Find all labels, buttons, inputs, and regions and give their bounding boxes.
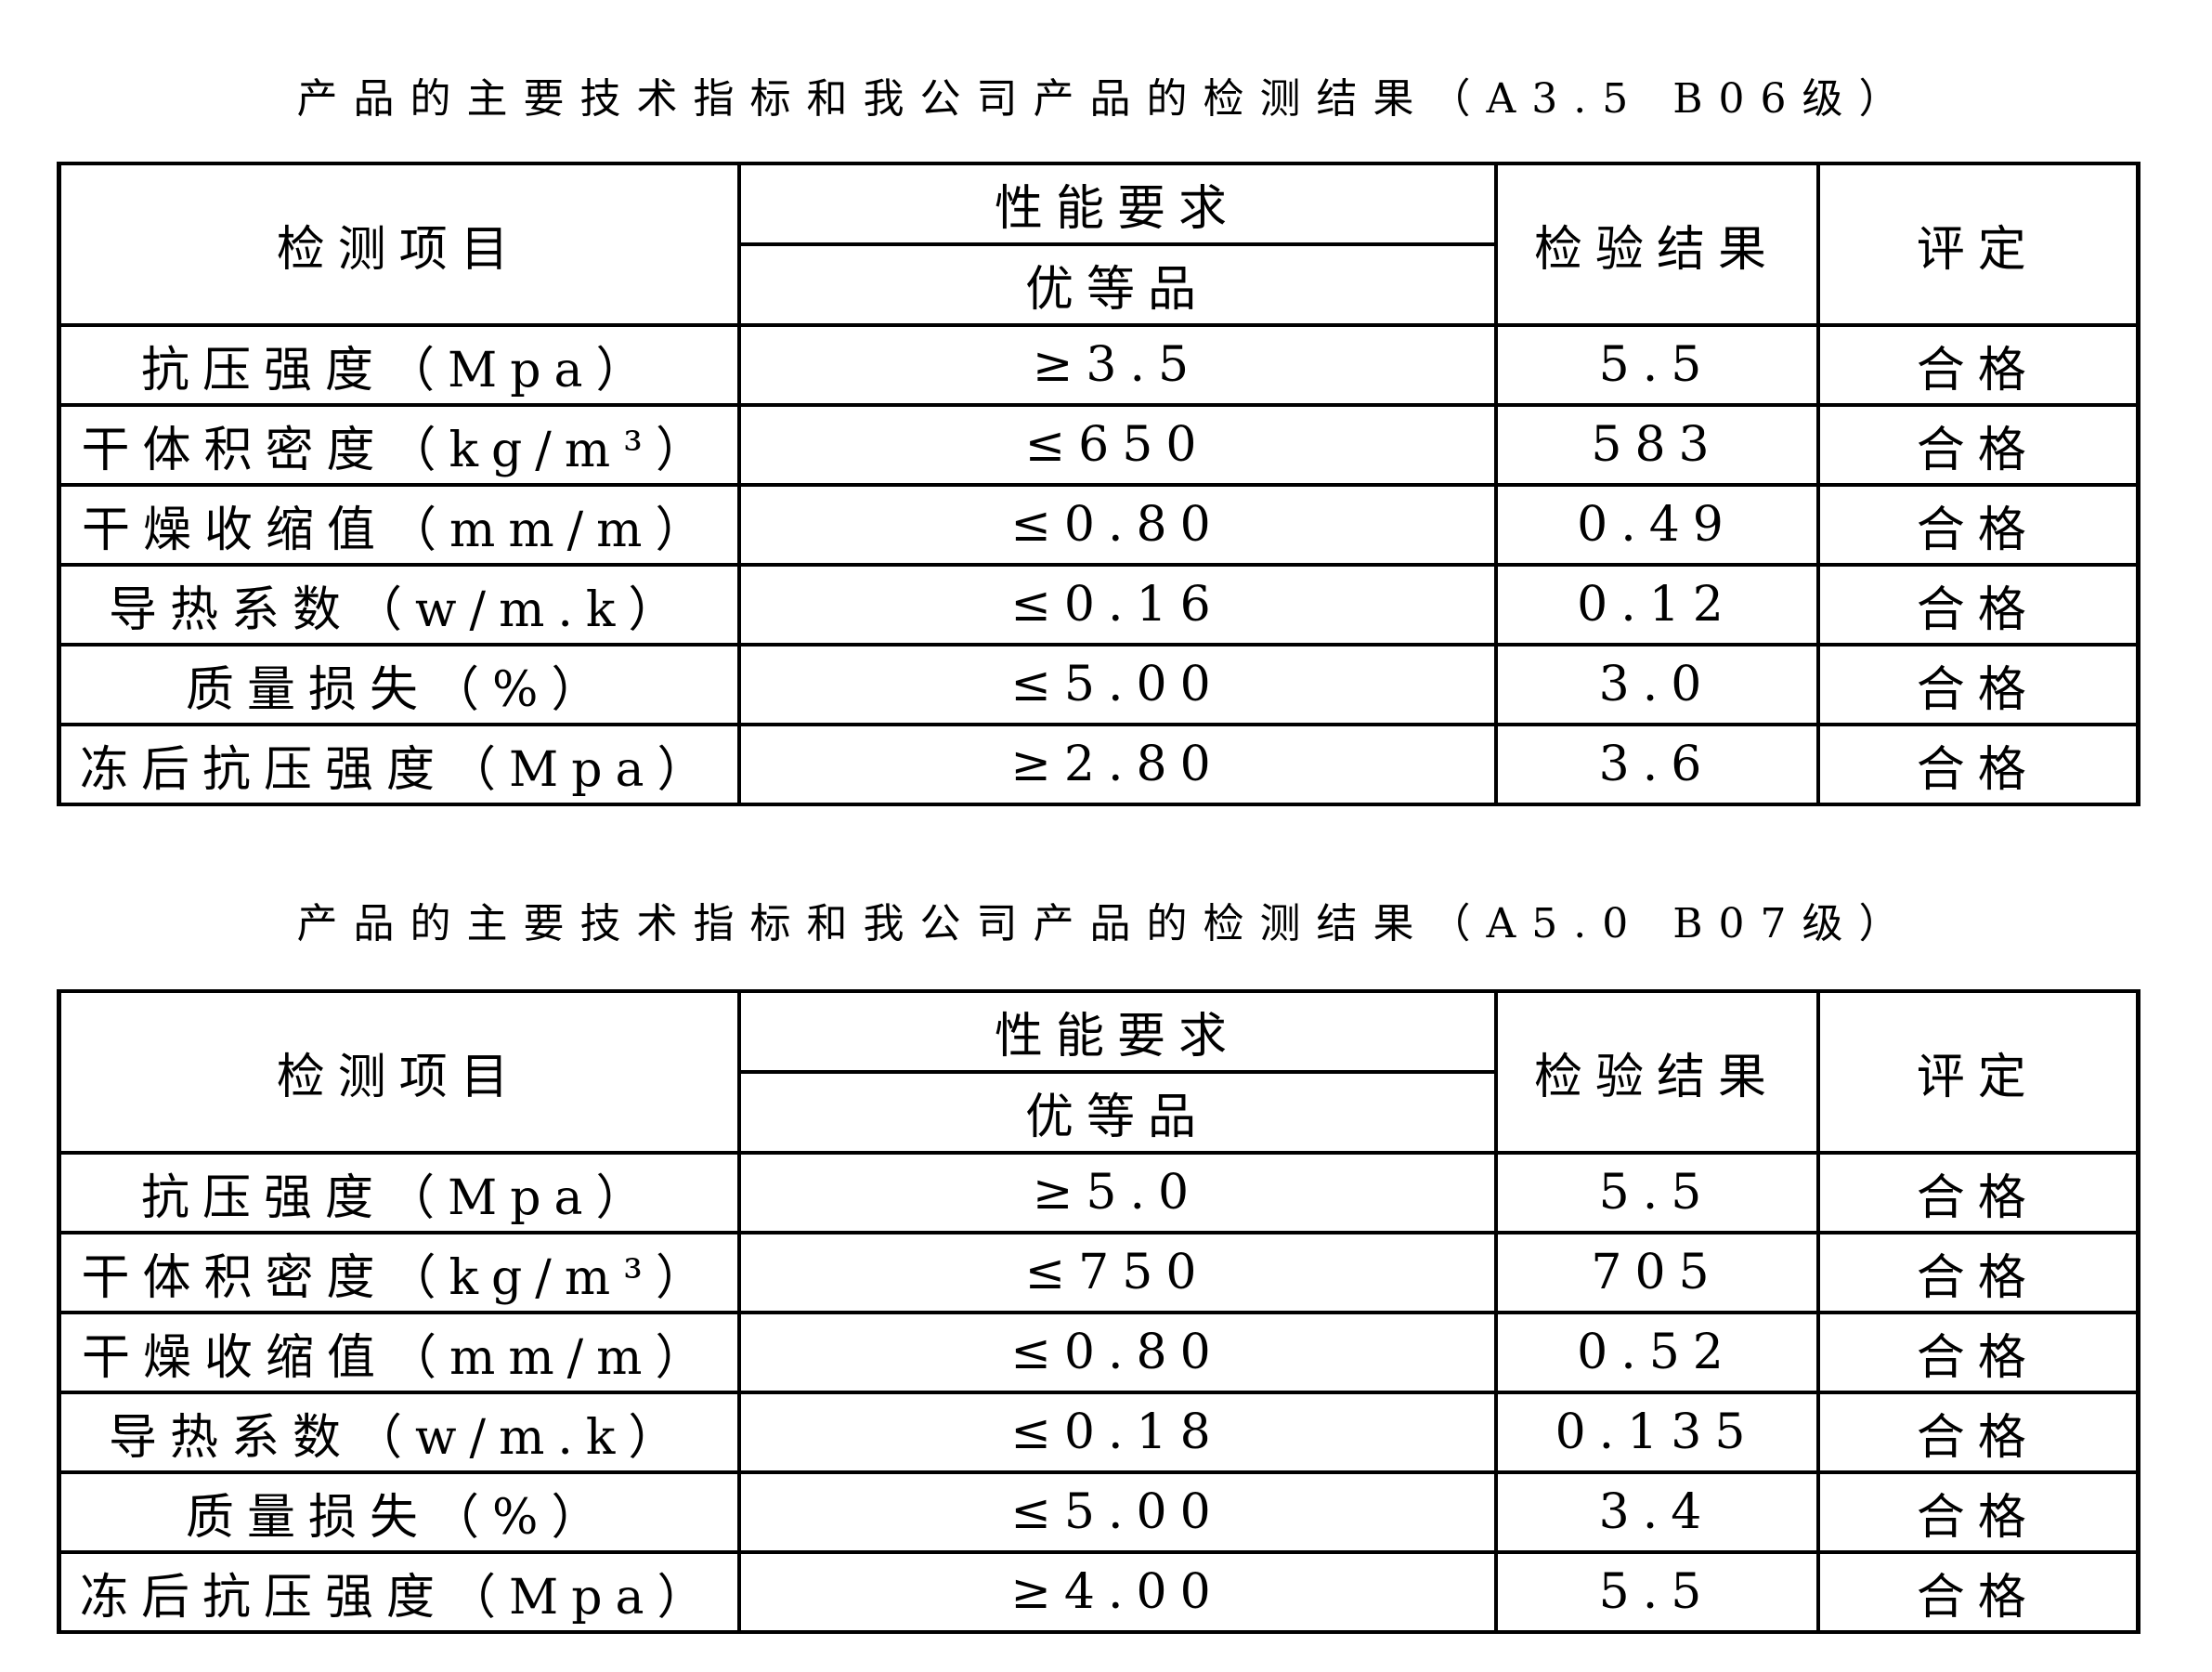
header-requirement: 性能要求 xyxy=(736,989,1498,1074)
cell-requirement: ≤0.80 xyxy=(736,1311,1498,1394)
cell-evaluation: 合格 xyxy=(1815,723,2140,806)
cell-item: 质量损失（%） xyxy=(57,643,741,726)
table-title: 产品的主要技术指标和我公司产品的检测结果（A3.5 B06级） xyxy=(296,75,1916,123)
table-title: 产品的主要技术指标和我公司产品的检测结果（A5.0 B07级） xyxy=(296,900,1916,947)
cell-item: 抗压强度（Mpa） xyxy=(57,1151,741,1234)
cell-requirement: ≤750 xyxy=(736,1231,1498,1314)
cell-item: 质量损失（%） xyxy=(57,1470,741,1554)
cell-result: 3.6 xyxy=(1493,723,1820,806)
cell-item: 抗压强度（Mpa） xyxy=(57,323,741,407)
cell-result: 3.4 xyxy=(1493,1470,1820,1554)
test-results-table: 检测项目 性能要求 检验结果 评定 优等品 抗压强度（Mpa） ≥5.0 5.5 合格 干体积密度… xyxy=(57,989,2140,1634)
cell-item: 干燥收缩值（mm/m） xyxy=(57,483,741,567)
header-item: 检测项目 xyxy=(57,989,741,1155)
cell-item: 干体积密度（kg/m³） xyxy=(57,403,741,487)
cell-requirement: ≤650 xyxy=(736,403,1498,487)
table-row: 冻后抗压强度（Mpa） ≥2.80 3.6 合格 xyxy=(57,723,2140,806)
cell-requirement: ≥5.0 xyxy=(736,1151,1498,1234)
cell-result: 5.5 xyxy=(1493,1550,1820,1634)
cell-item: 冻后抗压强度（Mpa） xyxy=(57,723,741,806)
header-evaluation: 评定 xyxy=(1815,989,2140,1155)
cell-evaluation: 合格 xyxy=(1815,1311,2140,1394)
cell-item: 导热系数（w/m.k） xyxy=(57,563,741,647)
cell-item: 冻后抗压强度（Mpa） xyxy=(57,1550,741,1634)
cell-requirement: ≤0.80 xyxy=(736,483,1498,567)
table-row: 干体积密度（kg/m³） ≤650 583 合格 xyxy=(57,403,2140,487)
cell-evaluation: 合格 xyxy=(1815,403,2140,487)
table-row: 抗压强度（Mpa） ≥5.0 5.5 合格 xyxy=(57,1151,2140,1234)
cell-result: 3.0 xyxy=(1493,643,1820,726)
cell-item: 导热系数（w/m.k） xyxy=(57,1391,741,1474)
header-item: 检测项目 xyxy=(57,162,741,327)
cell-evaluation: 合格 xyxy=(1815,1550,2140,1634)
cell-result: 5.5 xyxy=(1493,1151,1820,1234)
table-row: 干燥收缩值（mm/m） ≤0.80 0.52 合格 xyxy=(57,1311,2140,1394)
cell-requirement: ≤0.16 xyxy=(736,563,1498,647)
cell-result: 0.12 xyxy=(1493,563,1820,647)
header-evaluation: 评定 xyxy=(1815,162,2140,327)
table-row: 导热系数（w/m.k） ≤0.16 0.12 合格 xyxy=(57,563,2140,647)
test-results-table: 检测项目 性能要求 检验结果 评定 优等品 抗压强度（Mpa） ≥3.5 5.5 合格 干体积密度… xyxy=(57,162,2140,806)
header-grade: 优等品 xyxy=(736,242,1498,327)
cell-requirement: ≥3.5 xyxy=(736,323,1498,407)
table-row: 冻后抗压强度（Mpa） ≥4.00 5.5 合格 xyxy=(57,1550,2140,1634)
cell-evaluation: 合格 xyxy=(1815,1470,2140,1554)
table-row: 导热系数（w/m.k） ≤0.18 0.135 合格 xyxy=(57,1391,2140,1474)
table-row: 干体积密度（kg/m³） ≤750 705 合格 xyxy=(57,1231,2140,1314)
cell-item: 干燥收缩值（mm/m） xyxy=(57,1311,741,1394)
header-row: 检测项目 性能要求 检验结果 评定 xyxy=(57,162,2140,327)
cell-result: 583 xyxy=(1493,403,1820,487)
cell-requirement: ≤0.18 xyxy=(736,1391,1498,1474)
table-row: 抗压强度（Mpa） ≥3.5 5.5 合格 xyxy=(57,323,2140,407)
header-result: 检验结果 xyxy=(1493,989,1820,1155)
header-subrow: 优等品 xyxy=(59,242,2139,327)
header-row: 检测项目 性能要求 检验结果 评定 xyxy=(57,989,2140,1155)
cell-result: 0.135 xyxy=(1493,1391,1820,1474)
cell-evaluation: 合格 xyxy=(1815,483,2140,567)
cell-result: 5.5 xyxy=(1493,323,1820,407)
header-requirement: 性能要求 xyxy=(736,162,1498,246)
header-subrow: 优等品 xyxy=(59,1070,2139,1155)
cell-evaluation: 合格 xyxy=(1815,323,2140,407)
cell-requirement: ≤5.00 xyxy=(736,1470,1498,1554)
table-row: 质量损失（%） ≤5.00 3.4 合格 xyxy=(57,1470,2140,1554)
cell-result: 0.52 xyxy=(1493,1311,1820,1394)
cell-evaluation: 合格 xyxy=(1815,1391,2140,1474)
cell-evaluation: 合格 xyxy=(1815,1231,2140,1314)
table-row: 干燥收缩值（mm/m） ≤0.80 0.49 合格 xyxy=(57,483,2140,567)
cell-requirement: ≥2.80 xyxy=(736,723,1498,806)
cell-requirement: ≥4.00 xyxy=(736,1550,1498,1634)
cell-evaluation: 合格 xyxy=(1815,643,2140,726)
cell-item: 干体积密度（kg/m³） xyxy=(57,1231,741,1314)
cell-evaluation: 合格 xyxy=(1815,563,2140,647)
cell-result: 0.49 xyxy=(1493,483,1820,567)
cell-requirement: ≤5.00 xyxy=(736,643,1498,726)
header-result: 检验结果 xyxy=(1493,162,1820,327)
cell-evaluation: 合格 xyxy=(1815,1151,2140,1234)
header-grade: 优等品 xyxy=(736,1070,1498,1155)
table-row: 质量损失（%） ≤5.00 3.0 合格 xyxy=(57,643,2140,726)
cell-result: 705 xyxy=(1493,1231,1820,1314)
